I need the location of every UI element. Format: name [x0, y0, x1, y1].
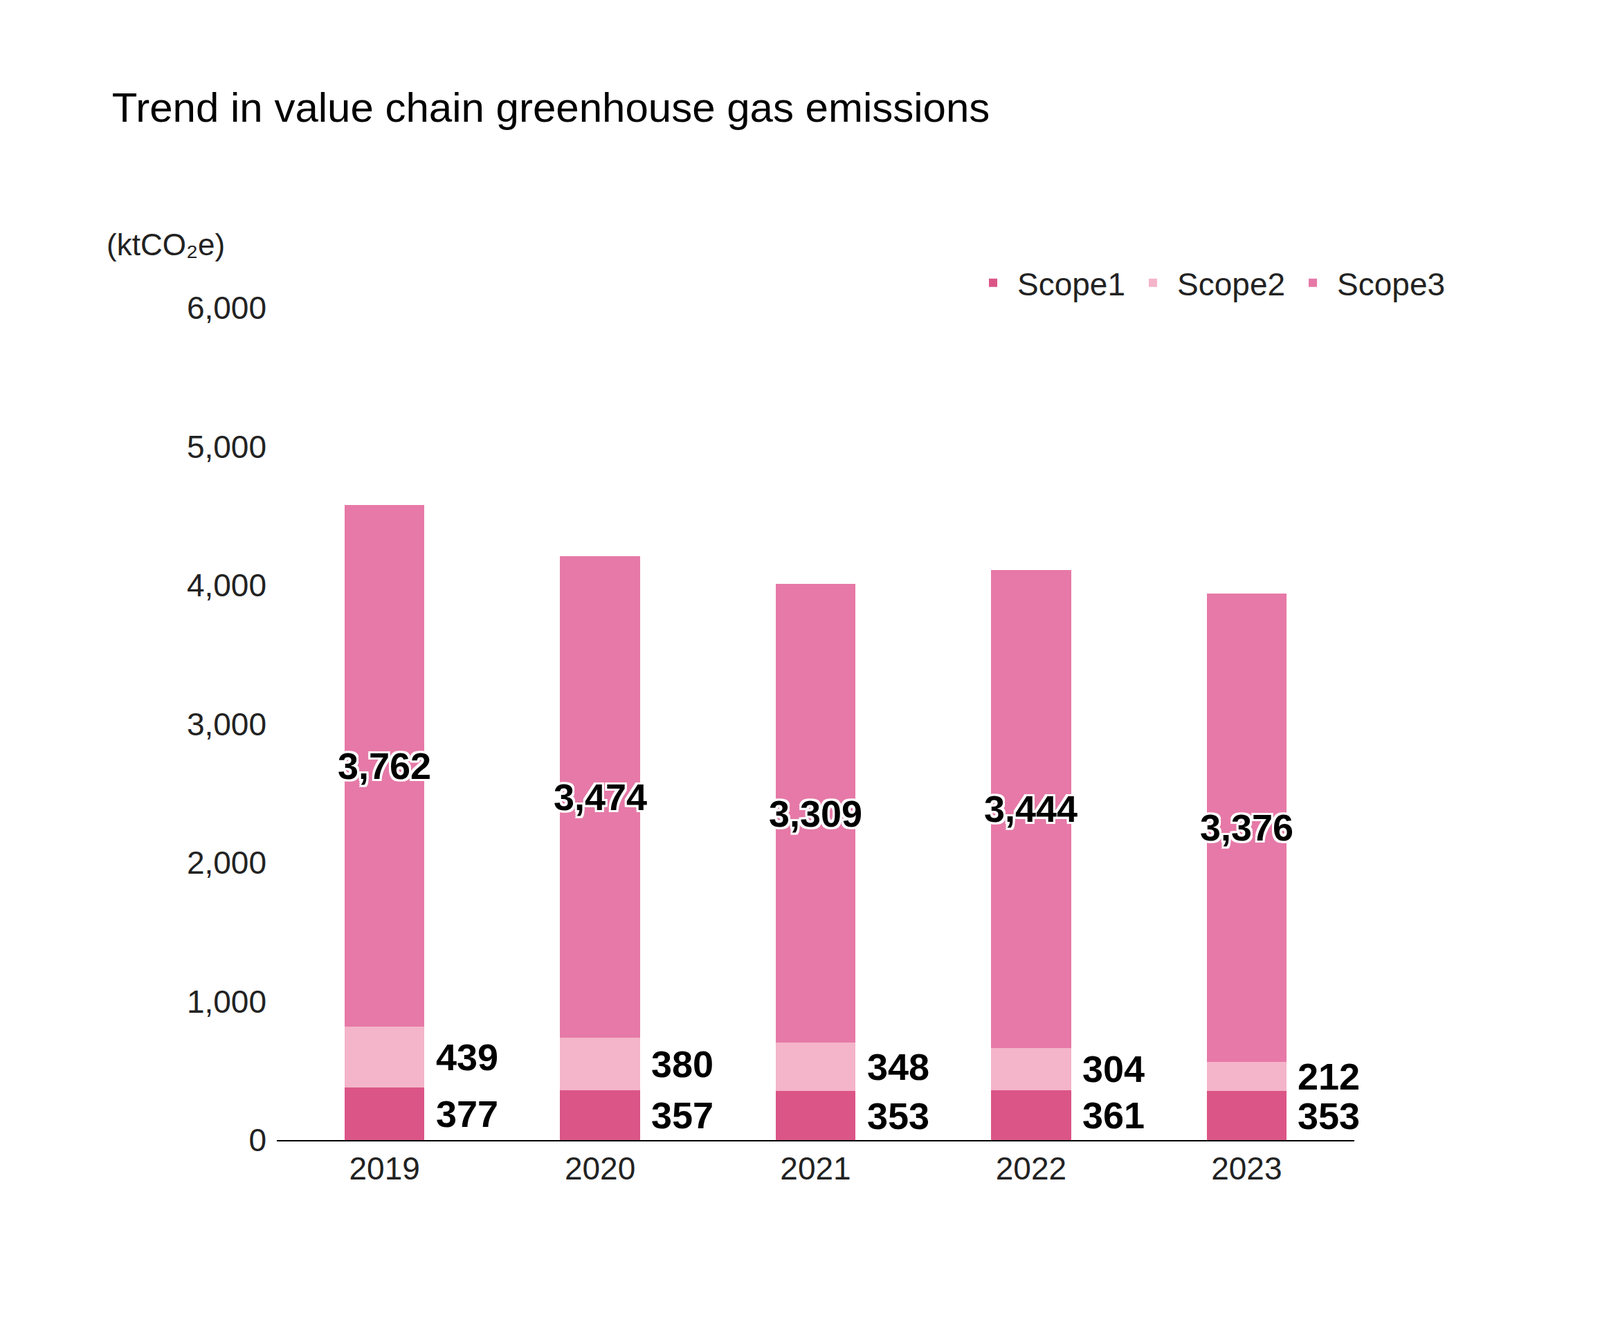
svg-text:212: 212	[1297, 1056, 1360, 1098]
svg-text:377: 377	[435, 1093, 499, 1135]
svg-text:361: 361	[1082, 1094, 1145, 1137]
svg-text:439: 439	[435, 1036, 499, 1079]
svg-text:Trend in value chain greenhous: Trend in value chain greenhouse gas emis…	[112, 84, 991, 131]
svg-text:4,000: 4,000	[186, 567, 267, 604]
svg-text:2022: 2022	[995, 1150, 1067, 1187]
svg-text:2019: 2019	[349, 1150, 421, 1187]
svg-text:1,000: 1,000	[186, 984, 267, 1021]
svg-text:3,474: 3,474	[553, 776, 648, 818]
svg-text:348: 348	[867, 1046, 930, 1088]
svg-text:3,762: 3,762	[337, 745, 432, 787]
svg-text:2021: 2021	[779, 1150, 851, 1187]
svg-text:353: 353	[1297, 1095, 1360, 1138]
svg-text:2020: 2020	[564, 1150, 636, 1187]
svg-text:353: 353	[867, 1095, 930, 1138]
svg-text:Scope3: Scope3	[1337, 266, 1445, 303]
svg-text:0: 0	[248, 1122, 267, 1159]
svg-text:380: 380	[651, 1043, 714, 1086]
svg-text:3,376: 3,376	[1200, 806, 1294, 849]
svg-text:5,000: 5,000	[186, 429, 267, 466]
svg-text:Scope2: Scope2	[1177, 266, 1286, 303]
svg-text:304: 304	[1082, 1048, 1145, 1090]
svg-text:6,000: 6,000	[186, 289, 267, 326]
svg-text:3,309: 3,309	[768, 793, 863, 835]
svg-text:2,000: 2,000	[186, 844, 267, 881]
svg-text:3,000: 3,000	[186, 706, 267, 743]
svg-text:(ktCO₂e): (ktCO₂e)	[106, 227, 225, 262]
svg-text:357: 357	[651, 1094, 714, 1137]
svg-text:3,444: 3,444	[984, 788, 1078, 830]
svg-text:Scope1: Scope1	[1017, 266, 1126, 303]
svg-text:2023: 2023	[1211, 1150, 1282, 1187]
